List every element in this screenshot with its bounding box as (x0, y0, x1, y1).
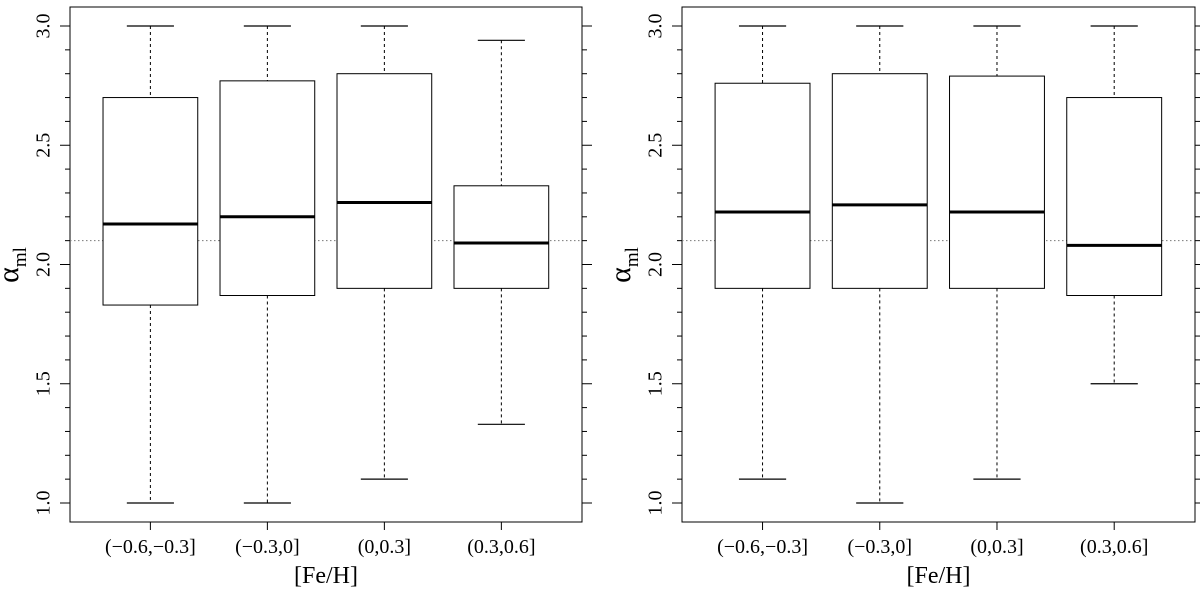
x-tick-label: (0.3,0.6] (467, 536, 535, 558)
y-axis-label: αml (604, 247, 643, 283)
y-axis-label-subscript: ml (10, 247, 31, 267)
box-iqr (949, 75, 1045, 289)
x-tick-label: (−0.6,−0.3] (717, 536, 808, 558)
panel-left: 1.0 1.5 2.0 2.5 3.0 αml (−0.6,−0.3] (−0.3,0] (0,… (0, 6, 592, 589)
y-tick-label: 3.0 (645, 14, 667, 39)
x-tick-label: (0,0.3] (358, 536, 411, 558)
x-axis-label: [Fe/H] (907, 563, 971, 589)
y-tick-label: 1.5 (33, 371, 55, 396)
y-axis-label-subscript: ml (622, 247, 643, 267)
x-tick-label: (0.3,0.6] (1080, 536, 1148, 558)
y-tick-label: 2.5 (33, 133, 55, 158)
box-3 (336, 25, 433, 480)
box-iqr (831, 73, 928, 289)
x-axis-label: [Fe/H] (294, 563, 358, 589)
box-iqr (336, 73, 433, 289)
box-iqr (714, 82, 811, 289)
box-4 (1066, 25, 1163, 385)
y-tick-label: 2.0 (645, 252, 667, 277)
box-iqr (219, 80, 316, 297)
box-2 (831, 25, 928, 504)
box-1 (102, 25, 199, 504)
box-4 (453, 39, 550, 425)
y-axis-label-symbol: α (604, 267, 637, 283)
y-tick-label: 1.5 (645, 371, 667, 396)
y-axis-label: αml (0, 247, 31, 283)
box-iqr (102, 97, 199, 306)
panel-right: 1.0 1.5 2.0 2.5 3.0 αml (−0.6,−0.3] (−0.3,0] (0,… (604, 6, 1200, 589)
y-tick-label: 2.0 (33, 252, 55, 277)
x-tick-label: (−0.3,0] (235, 536, 300, 558)
y-tick-label: 1.0 (645, 491, 667, 516)
box-1 (714, 25, 811, 480)
y-axis-label-symbol: α (0, 267, 25, 283)
x-tick-label: (−0.6,−0.3] (105, 536, 196, 558)
y-tick-label: 2.5 (645, 133, 667, 158)
y-tick-label: 1.0 (33, 491, 55, 516)
x-tick-label: (0,0.3] (970, 536, 1023, 558)
x-tick-label: (−0.3,0] (847, 536, 912, 558)
y-tick-label: 3.0 (33, 14, 55, 39)
box-iqr (453, 185, 550, 289)
box-2 (219, 25, 316, 504)
box-iqr (1066, 97, 1163, 297)
box-3 (949, 25, 1045, 480)
